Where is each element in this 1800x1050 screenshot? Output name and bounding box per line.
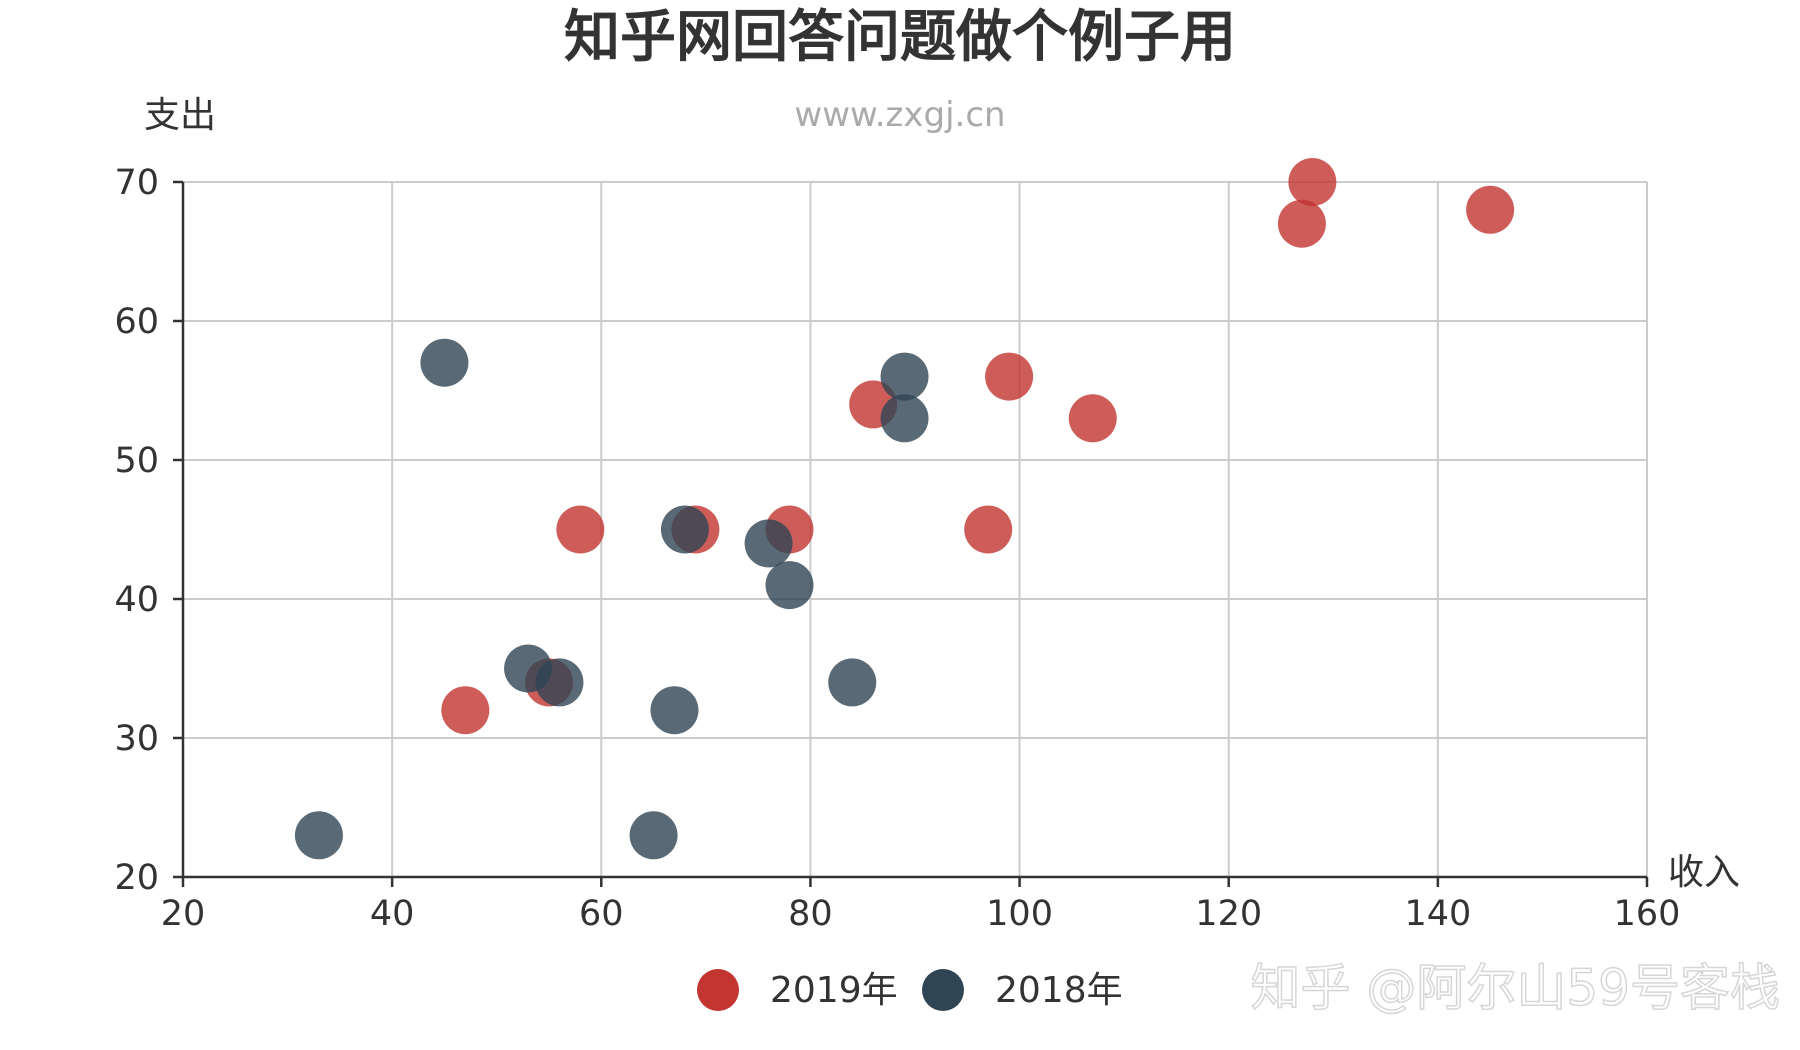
data-point — [985, 352, 1034, 401]
data-point — [964, 505, 1013, 554]
data-point — [556, 505, 605, 554]
x-axis-name: 收入 — [1668, 852, 1740, 893]
x-tick-label: 80 — [788, 894, 833, 934]
legend-item: 2019年 — [697, 969, 898, 1011]
x-tick-label: 160 — [1614, 894, 1681, 934]
data-point — [660, 505, 709, 554]
x-tick-label: 40 — [370, 894, 415, 934]
data-point — [828, 658, 877, 707]
x-tick-label: 120 — [1195, 894, 1262, 934]
data-point — [765, 561, 814, 610]
x-tick-label: 20 — [161, 894, 206, 934]
tick-labels: 20 40 60 80 100 120 140 160 20 30 40 50 60 70 — [114, 163, 1680, 934]
legend-label: 2019年 — [770, 970, 898, 1011]
y-tick-label: 20 — [114, 858, 159, 898]
legend-item: 2018年 — [922, 969, 1123, 1011]
legend-label: 2018年 — [995, 970, 1123, 1011]
data-point — [1277, 199, 1326, 248]
chart-title: 知乎网回答问题做个例子用 — [564, 5, 1236, 70]
y-tick-label: 70 — [114, 163, 159, 203]
legend-marker — [697, 969, 739, 1011]
data-point — [420, 338, 469, 387]
data-point — [880, 352, 929, 401]
data-points — [294, 158, 1515, 860]
y-tick-label: 40 — [114, 580, 159, 620]
y-axis-name: 支出 — [144, 95, 216, 136]
data-point — [1288, 158, 1337, 206]
grid — [183, 181, 1648, 877]
x-tick-label: 60 — [579, 894, 624, 934]
y-tick-label: 50 — [114, 441, 159, 481]
data-point — [294, 811, 343, 860]
legend-marker — [922, 969, 964, 1011]
data-point — [744, 519, 793, 568]
data-point — [629, 811, 678, 860]
y-tick-label: 30 — [114, 719, 159, 759]
watermark: 知乎 @阿尔山59号客栈 — [1250, 959, 1780, 1017]
x-tick-label: 140 — [1404, 894, 1471, 934]
data-point — [880, 394, 929, 443]
data-point — [1466, 185, 1515, 234]
data-point — [535, 658, 584, 707]
data-point — [1068, 394, 1117, 443]
chart-subtitle: www.zxgj.cn — [794, 95, 1005, 135]
axes — [173, 180, 1649, 887]
data-point — [441, 686, 490, 735]
x-tick-label: 100 — [986, 894, 1053, 934]
legend: 2019年 2018年 — [697, 969, 1123, 1011]
y-tick-label: 60 — [114, 302, 159, 342]
data-point — [650, 686, 699, 735]
